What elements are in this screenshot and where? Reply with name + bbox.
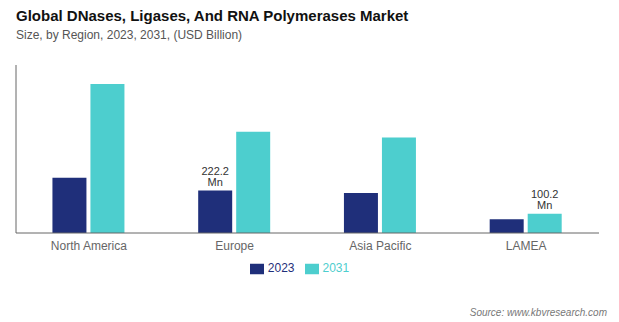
html-text:2023: 2023 <box>267 261 295 275</box>
html-text:2031: 2031 <box>322 261 350 275</box>
svg-text:222.2Mn: 222.2Mn <box>201 165 229 188</box>
html-text:Global DNases, Ligases, And RN: Global DNases, Ligases, And RNA Polymera… <box>16 7 409 24</box>
svg-text:Asia Pacific: Asia Pacific <box>349 239 411 253</box>
svg-text:North America: North America <box>51 239 127 253</box>
html-text:Size, by Region, 2023, 2031, (: Size, by Region, 2023, 2031, (USD Billio… <box>16 28 243 42</box>
html-text:Source: www.kbvresearch.com: Source: www.kbvresearch.com <box>469 307 607 318</box>
svg-text:Europe: Europe <box>215 239 254 253</box>
svg-text:100.2Mn: 100.2Mn <box>531 188 559 211</box>
svg-text:LAMEA: LAMEA <box>506 239 547 253</box>
